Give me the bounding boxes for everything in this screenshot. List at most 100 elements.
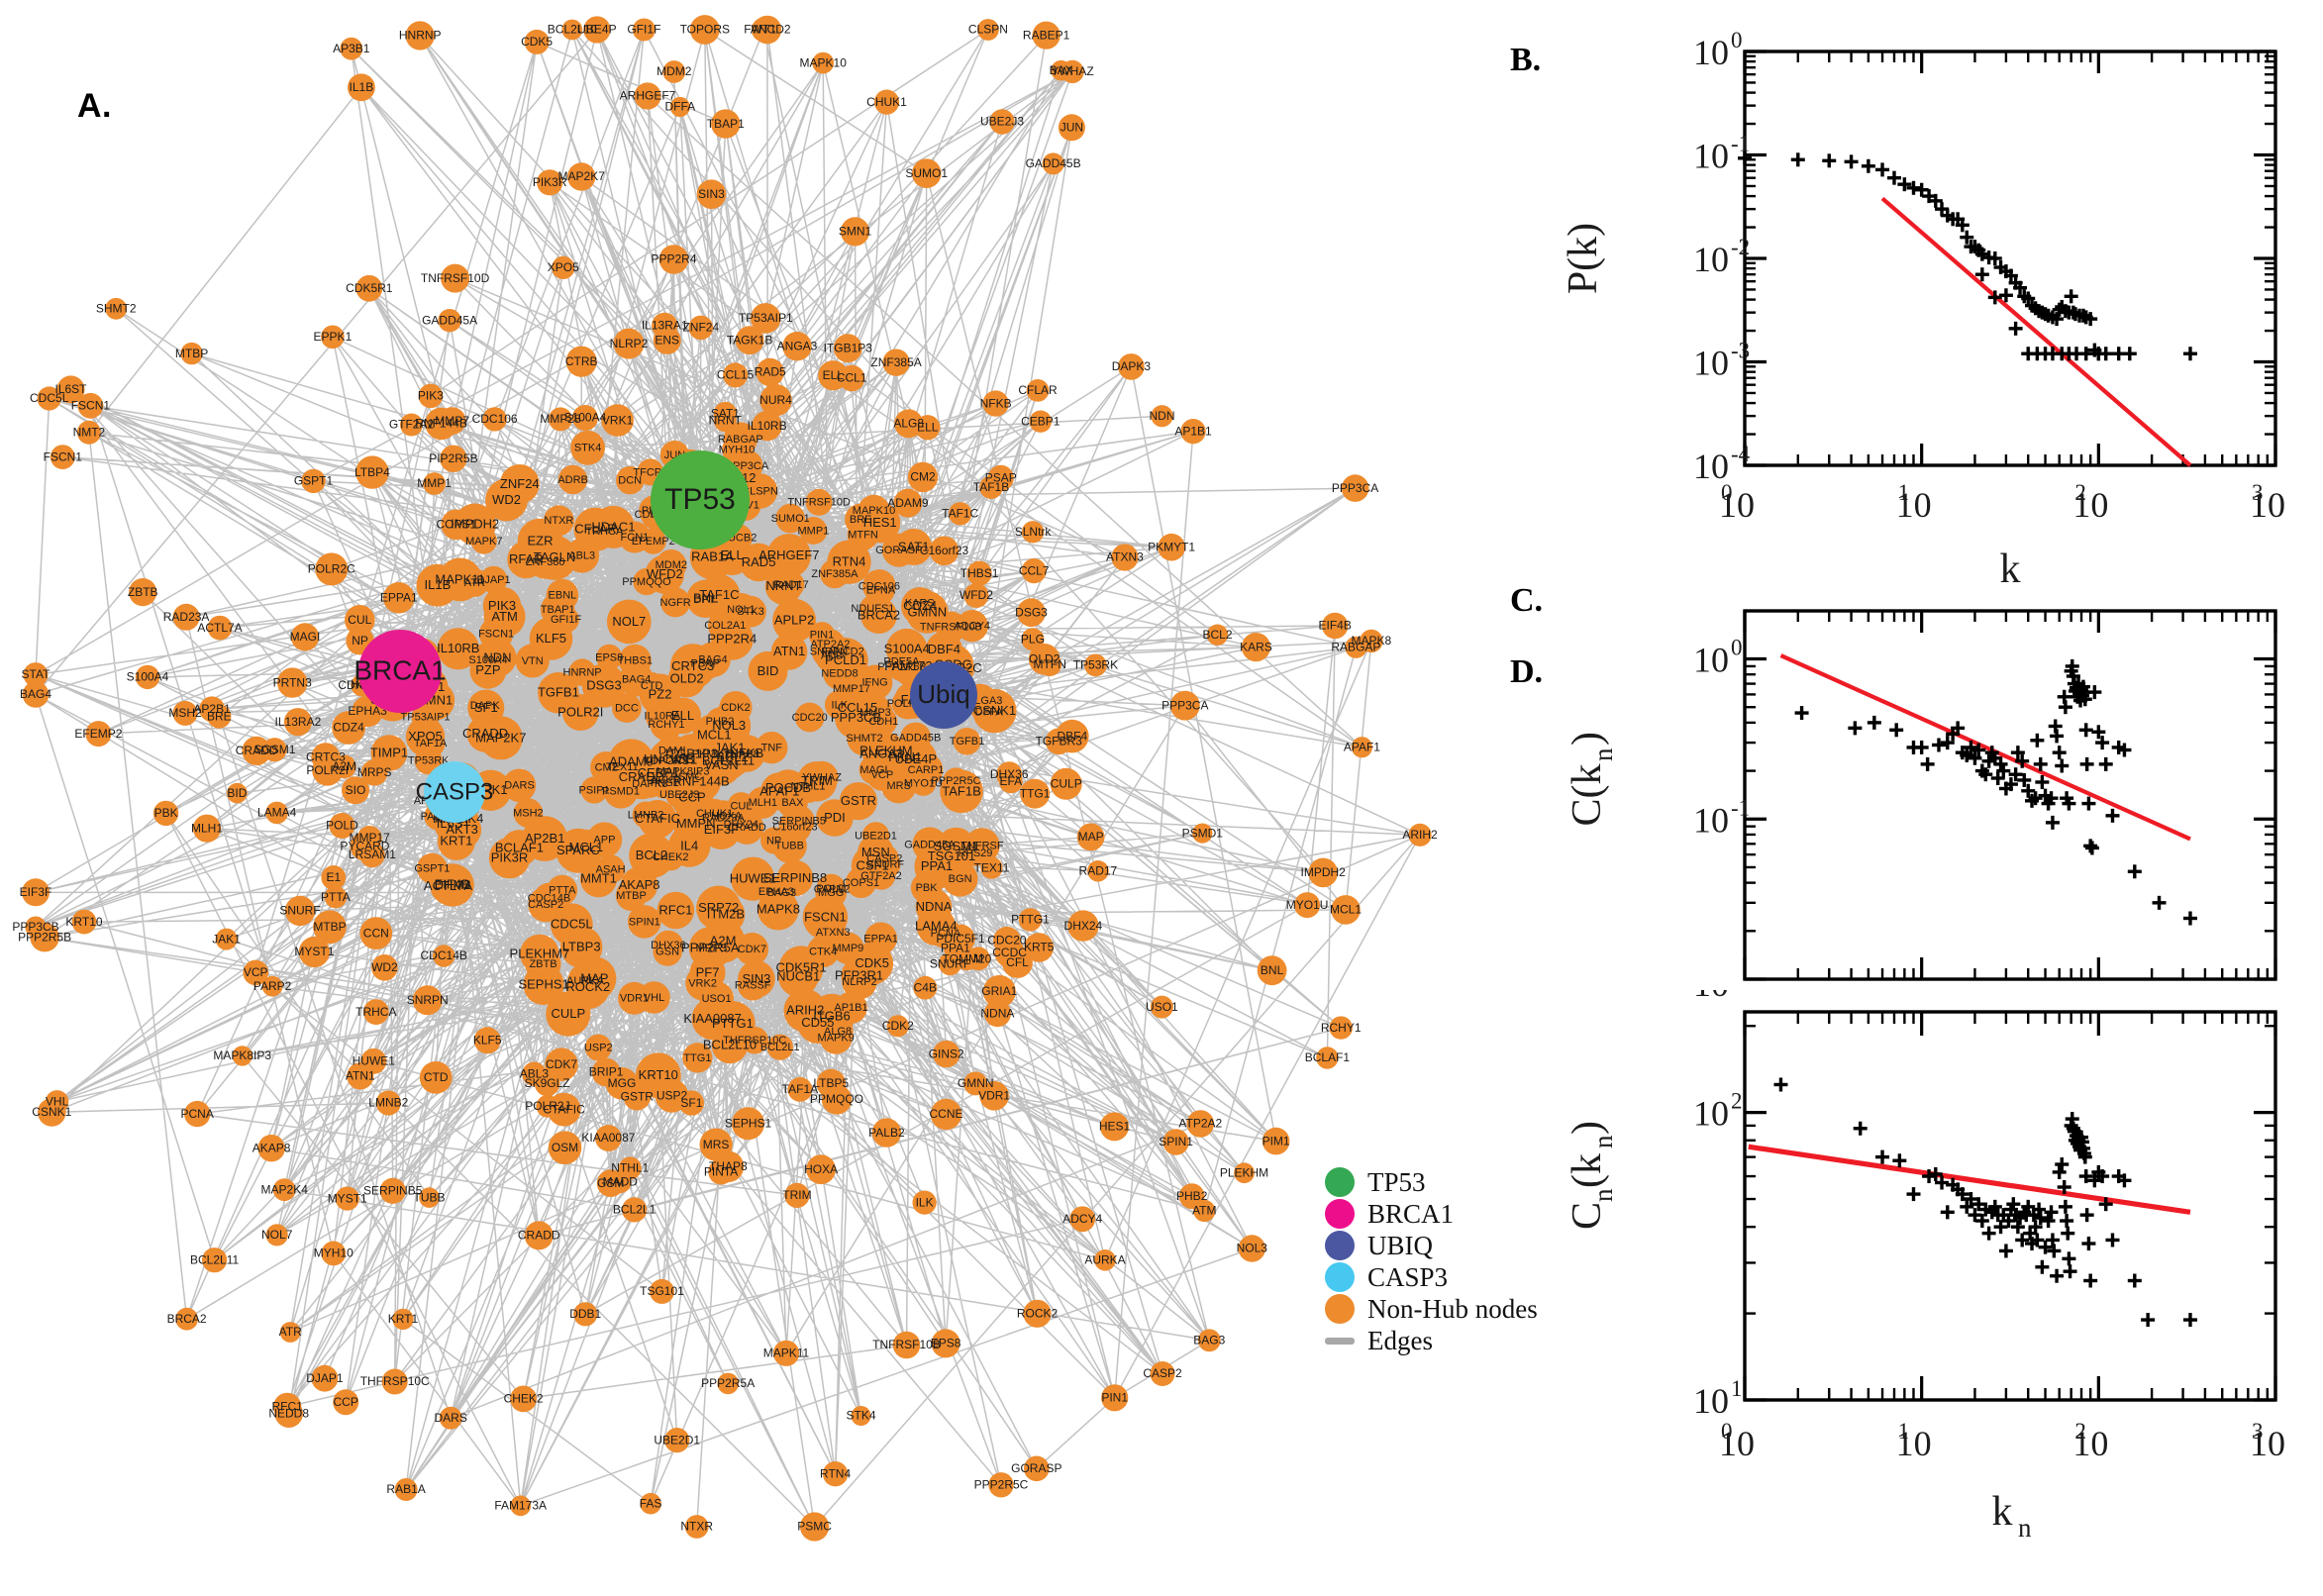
network-node[interactable]: [1308, 857, 1338, 888]
network-node[interactable]: [277, 667, 308, 698]
network-node[interactable]: [812, 51, 835, 74]
network-node[interactable]: [1058, 114, 1085, 142]
network-node[interactable]: [215, 928, 238, 950]
network-node[interactable]: [199, 696, 226, 723]
network-node[interactable]: [640, 1492, 661, 1515]
network-node[interactable]: [469, 651, 507, 689]
network-node[interactable]: [283, 708, 312, 737]
network-node[interactable]: [1021, 558, 1047, 584]
network-node[interactable]: [623, 1082, 652, 1111]
network-node[interactable]: [1180, 419, 1206, 445]
network-node[interactable]: [524, 1221, 554, 1250]
network-node[interactable]: [615, 879, 648, 912]
network-node[interactable]: [794, 702, 825, 733]
hub-node-ubiq[interactable]: [910, 661, 977, 729]
network-node[interactable]: [571, 405, 598, 431]
network-node[interactable]: [1042, 152, 1064, 175]
network-node[interactable]: [441, 509, 472, 541]
network-node[interactable]: [882, 349, 910, 376]
network-node[interactable]: [312, 754, 344, 786]
network-node[interactable]: [833, 334, 862, 363]
network-node[interactable]: [819, 1021, 853, 1054]
network-node[interactable]: [172, 700, 198, 726]
network-node[interactable]: [595, 1125, 622, 1151]
network-node[interactable]: [232, 1046, 252, 1066]
network-node[interactable]: [549, 407, 572, 432]
network-node[interactable]: [537, 169, 563, 196]
network-node[interactable]: [416, 563, 459, 607]
network-node[interactable]: [321, 865, 347, 890]
network-node[interactable]: [933, 1040, 960, 1068]
network-node[interactable]: [290, 623, 320, 651]
network-node[interactable]: [1169, 690, 1200, 721]
network-node[interactable]: [980, 856, 1003, 879]
network-node[interactable]: [105, 297, 128, 320]
network-node[interactable]: [799, 517, 828, 545]
network-node[interactable]: [207, 615, 233, 641]
network-node[interactable]: [510, 1385, 537, 1413]
network-node[interactable]: [983, 1000, 1012, 1028]
network-node[interactable]: [584, 1034, 612, 1061]
network-node[interactable]: [881, 533, 916, 567]
network-node[interactable]: [1094, 1249, 1116, 1271]
network-node[interactable]: [759, 384, 792, 417]
network-node[interactable]: [359, 917, 393, 949]
hub-node-casp3[interactable]: [424, 761, 485, 823]
network-node[interactable]: [1023, 1299, 1052, 1328]
network-node[interactable]: [949, 502, 972, 526]
network-node[interactable]: [608, 739, 655, 785]
network-node[interactable]: [184, 1100, 211, 1128]
network-node[interactable]: [662, 60, 686, 83]
network-node[interactable]: [333, 1389, 359, 1416]
network-node[interactable]: [570, 430, 605, 465]
network-node[interactable]: [1111, 544, 1139, 571]
network-node[interactable]: [756, 357, 784, 387]
network-node[interactable]: [502, 768, 537, 803]
network-node[interactable]: [711, 1027, 749, 1064]
network-node[interactable]: [129, 578, 157, 607]
network-node[interactable]: [655, 1078, 689, 1113]
network-node[interactable]: [656, 735, 688, 767]
network-node[interactable]: [633, 567, 660, 596]
network-node[interactable]: [23, 662, 49, 687]
network-node[interactable]: [473, 1027, 501, 1054]
network-node[interactable]: [730, 810, 764, 845]
network-node[interactable]: [622, 1197, 648, 1223]
network-node[interactable]: [355, 455, 389, 489]
network-node[interactable]: [766, 534, 811, 578]
network-node[interactable]: [634, 82, 661, 110]
network-node[interactable]: [335, 1186, 359, 1211]
network-node[interactable]: [261, 975, 283, 997]
network-node[interactable]: [869, 707, 898, 736]
network-node[interactable]: [347, 1062, 374, 1090]
network-node[interactable]: [479, 617, 514, 651]
network-node[interactable]: [1024, 933, 1054, 962]
network-node[interactable]: [1076, 823, 1105, 851]
network-node[interactable]: [553, 606, 579, 634]
network-node[interactable]: [628, 905, 661, 939]
network-node[interactable]: [772, 598, 817, 643]
network-node[interactable]: [915, 415, 941, 441]
network-node[interactable]: [76, 420, 101, 445]
network-node[interactable]: [257, 1135, 285, 1162]
network-node[interactable]: [1294, 892, 1321, 919]
network-node[interactable]: [684, 1515, 709, 1539]
network-node[interactable]: [1158, 533, 1185, 561]
network-node[interactable]: [944, 937, 967, 960]
network-node[interactable]: [632, 801, 659, 829]
network-node[interactable]: [751, 303, 781, 334]
network-node[interactable]: [822, 1461, 849, 1487]
network-node[interactable]: [1050, 767, 1082, 800]
network-node[interactable]: [1067, 910, 1099, 942]
network-node[interactable]: [892, 1331, 921, 1359]
network-node[interactable]: [796, 761, 838, 802]
network-node[interactable]: [1360, 629, 1383, 653]
network-node[interactable]: [1150, 1361, 1175, 1386]
network-node[interactable]: [966, 560, 992, 586]
network-node[interactable]: [499, 464, 540, 504]
network-node[interactable]: [1257, 955, 1287, 986]
network-node[interactable]: [419, 1187, 440, 1208]
network-node[interactable]: [784, 1182, 810, 1208]
network-node[interactable]: [596, 1169, 625, 1198]
network-node[interactable]: [935, 611, 967, 644]
